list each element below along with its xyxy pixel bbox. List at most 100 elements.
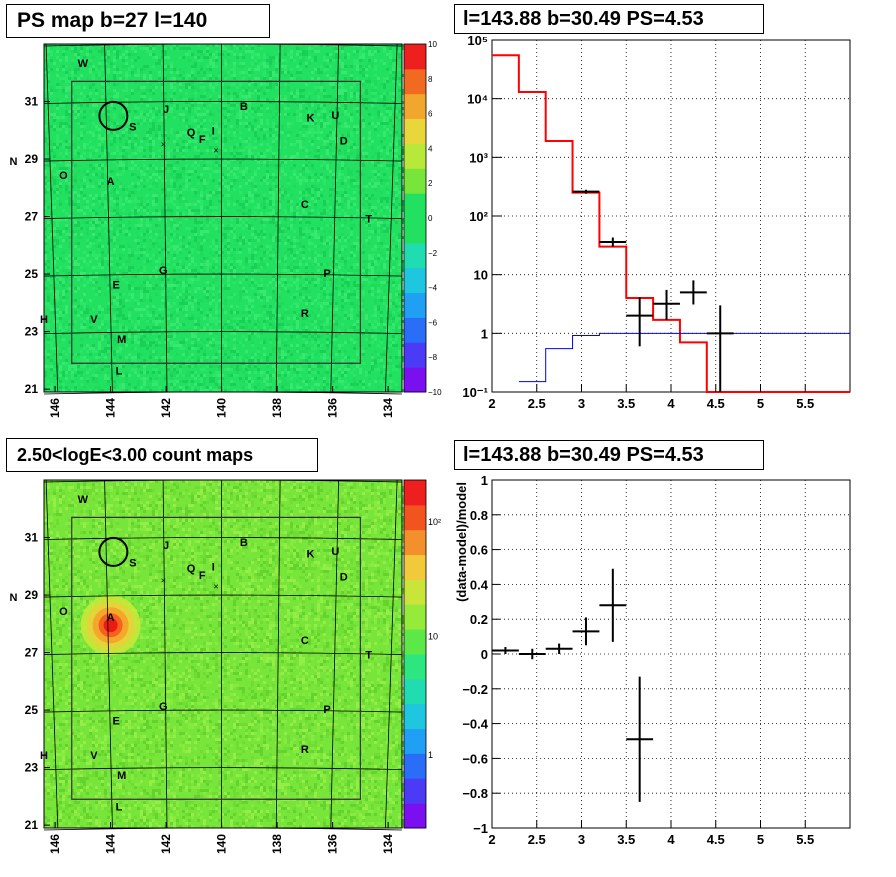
y-tick-label: 10³: [469, 150, 488, 165]
x-tick-label: 5: [757, 396, 764, 411]
source-marker: ×: [213, 581, 218, 591]
x-tick-label: 3: [578, 396, 585, 411]
y-tick-label: 0: [481, 647, 488, 662]
map-y-tick-label: 27: [25, 646, 39, 660]
colorbar-segment: [404, 243, 426, 268]
x-tick-label: 5.5: [796, 832, 814, 847]
colorbar-segment: [404, 629, 426, 654]
y-tick-label: −0.4: [462, 717, 488, 732]
source-label-D: D: [340, 136, 348, 148]
colorbar-segment: [404, 293, 426, 318]
y-tick-label: 10⁻¹: [462, 385, 488, 400]
colorbar-tick-label: 6: [428, 110, 433, 119]
source-label-Q: Q: [187, 127, 196, 139]
map-y-tick-label: 23: [25, 761, 39, 775]
colorbar-tick-label: 8: [428, 75, 433, 84]
source-marker: ×: [213, 145, 218, 155]
source-label-S: S: [129, 557, 136, 569]
map-y-tick-label: 25: [25, 267, 39, 281]
colorbar-tick-label: 10: [428, 40, 437, 49]
colorbar-segment: [404, 480, 426, 505]
colorbar-tick-label: 10²: [428, 517, 441, 527]
colorbar-segment: [404, 143, 426, 168]
source-label-A: A: [107, 612, 115, 624]
colorbar-tick-label: −4: [428, 284, 438, 293]
x-tick-label: 4.5: [707, 396, 725, 411]
source-label-C: C: [301, 199, 309, 211]
map-y-tick-label: 21: [25, 382, 39, 396]
map-y-tick-label: 31: [25, 531, 39, 545]
colorbar-segment: [404, 654, 426, 679]
source-label-N: N: [9, 592, 17, 604]
x-tick-label: 5.5: [796, 396, 814, 411]
source-marker: ×: [161, 576, 166, 586]
x-tick-label: 2.5: [528, 396, 546, 411]
colorbar-segment: [404, 679, 426, 704]
map-x-tick-label: 140: [215, 834, 229, 854]
colorbar-segment: [404, 505, 426, 530]
map-y-tick-label: 29: [25, 588, 39, 602]
ps-map-title: PS map b=27 l=140: [6, 4, 270, 38]
source-label-L: L: [116, 802, 123, 814]
source-label-B: B: [240, 101, 248, 113]
source-label-W: W: [78, 58, 89, 70]
source-label-J: J: [163, 540, 169, 552]
source-label-S: S: [129, 121, 136, 133]
source-label-A: A: [107, 176, 115, 188]
source-label-Q: Q: [187, 563, 196, 575]
source-label-T: T: [365, 649, 372, 661]
source-label-M: M: [117, 334, 126, 346]
colorbar-segment: [404, 704, 426, 729]
source-label-R: R: [301, 308, 309, 320]
colorbar-tick-label: 0: [428, 214, 433, 223]
colorbar-segment: [404, 44, 426, 69]
map-x-tick-label: 136: [326, 398, 340, 418]
source-label-V: V: [90, 750, 98, 762]
source-label-K: K: [306, 113, 314, 125]
colorbar-tick-label: 4: [428, 144, 433, 153]
y-tick-label: 0.8: [470, 508, 488, 523]
colorbar-segment: [404, 317, 426, 342]
colorbar-segment: [404, 579, 426, 604]
colorbar-segment: [404, 778, 426, 803]
map-x-tick-label: 134: [381, 398, 395, 418]
map-y-tick-label: 23: [25, 325, 39, 339]
y-tick-label: −0.6: [462, 751, 488, 766]
x-tick-label: 3.5: [617, 832, 635, 847]
colorbar-tick-label: −2: [428, 249, 438, 258]
map-y-tick-label: 27: [25, 210, 39, 224]
y-tick-label: 10⁵: [467, 33, 488, 48]
map-x-tick-label: 144: [104, 834, 118, 854]
source-label-B: B: [240, 537, 248, 549]
source-marker: ×: [161, 140, 166, 150]
map-x-tick-label: 142: [159, 834, 173, 854]
map-x-tick-label: 140: [215, 398, 229, 418]
x-tick-label: 2.5: [528, 832, 546, 847]
colorbar-segment: [404, 168, 426, 193]
colorbar-segment: [404, 69, 426, 94]
x-tick-label: 2: [488, 396, 495, 411]
map-x-tick-label: 144: [104, 398, 118, 418]
source-label-R: R: [301, 744, 309, 756]
source-label-G: G: [159, 701, 168, 713]
source-label-C: C: [301, 635, 309, 647]
source-label-W: W: [78, 494, 89, 506]
source-label-E: E: [112, 279, 119, 291]
source-label-G: G: [159, 265, 168, 277]
source-label-L: L: [116, 366, 123, 378]
y-tick-label: 10²: [469, 209, 488, 224]
source-label-E: E: [112, 715, 119, 727]
colorbar-segment: [404, 218, 426, 243]
map-x-tick-label: 138: [270, 398, 284, 418]
source-label-I: I: [212, 562, 215, 574]
x-tick-label: 4: [667, 396, 675, 411]
colorbar-segment: [404, 119, 426, 144]
source-label-F: F: [199, 134, 206, 146]
source-label-J: J: [163, 104, 169, 116]
colorbar-segment: [404, 367, 426, 392]
